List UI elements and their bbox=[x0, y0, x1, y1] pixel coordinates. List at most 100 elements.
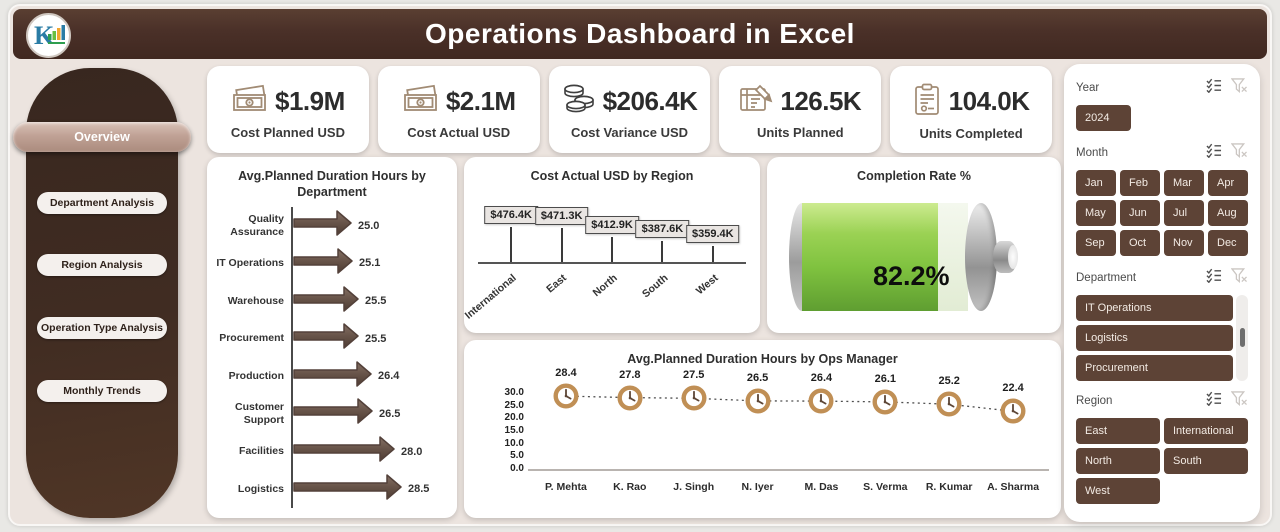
kpi-label: Cost Planned USD bbox=[230, 124, 345, 140]
arrow-bar bbox=[293, 210, 352, 241]
category-label: Procurement bbox=[219, 332, 284, 345]
battery-empty-level bbox=[938, 203, 968, 311]
region-column: $387.6K bbox=[635, 206, 690, 262]
clear-filter-icon[interactable] bbox=[1230, 268, 1248, 288]
lollipop-stick bbox=[560, 228, 563, 262]
category-label: A. Sharma bbox=[987, 481, 1040, 493]
kpi-label: Cost Variance USD bbox=[570, 125, 689, 140]
slicer-item-it-operations[interactable]: IT Operations bbox=[1076, 295, 1233, 321]
kpi-card-row: $1.9M Cost Planned USD $2.1M Cost Actual US… bbox=[207, 66, 1052, 153]
slicer-item-jun[interactable]: Jun bbox=[1120, 200, 1160, 226]
nav-button-region-analysis[interactable]: Region Analysis bbox=[37, 254, 167, 276]
slicer-item-oct[interactable]: Oct bbox=[1120, 230, 1160, 256]
lollipop-stick bbox=[711, 246, 714, 262]
dept-chart-row: Customer Support 26.5 bbox=[215, 395, 451, 433]
value-label-box: $476.4K bbox=[484, 206, 538, 224]
value-label-box: $387.6K bbox=[635, 220, 690, 238]
x-axis-line bbox=[528, 469, 1049, 471]
value-label: 25.0 bbox=[358, 219, 380, 232]
clear-filter-icon[interactable] bbox=[1230, 391, 1248, 411]
slicer-item-feb[interactable]: Feb bbox=[1120, 170, 1160, 196]
slicer-scrollbar[interactable] bbox=[1236, 295, 1248, 381]
dept-chart-row: Facilities 28.0 bbox=[215, 432, 451, 471]
slicer-item-2024[interactable]: 2024 bbox=[1076, 105, 1131, 131]
slicer-item-international[interactable]: International bbox=[1164, 418, 1248, 444]
slicer-title: Region bbox=[1076, 395, 1113, 407]
bar-zone: 25.1 bbox=[291, 244, 451, 283]
value-label: 26.4 bbox=[378, 370, 400, 383]
nav-button-department-analysis[interactable]: Department Analysis bbox=[37, 192, 167, 214]
value-label: 28.0 bbox=[401, 445, 423, 458]
slicer-item-north[interactable]: North bbox=[1076, 448, 1160, 474]
region-column: $359.4K bbox=[686, 206, 740, 262]
kpi-card: $2.1M Cost Actual USD bbox=[377, 66, 540, 153]
clear-filter-icon[interactable] bbox=[1230, 78, 1248, 98]
kpi-top-row: $1.9M bbox=[231, 84, 345, 120]
completion-rate-value: 82.2% bbox=[873, 261, 950, 291]
arrow-bar bbox=[293, 323, 359, 354]
lollipop-stick bbox=[611, 237, 614, 262]
slicer-item-may[interactable]: May bbox=[1076, 200, 1116, 226]
category-label: Facilities bbox=[239, 445, 284, 458]
clock-marker bbox=[936, 391, 962, 417]
ops-manager-chart-card: Avg.Planned Duration Hours by Ops Manage… bbox=[464, 340, 1061, 518]
value-label: 25.5 bbox=[365, 332, 387, 345]
kpi-card: 126.5K Units Planned bbox=[719, 66, 882, 153]
slicer-panel: Year 2024 Month Jan Feb Mar Apr May Jun Jul Aug Sep… bbox=[1064, 64, 1260, 522]
slicer-item-procurement[interactable]: Procurement bbox=[1076, 355, 1233, 381]
multiselect-icon[interactable] bbox=[1206, 78, 1222, 98]
nav-button-overview[interactable]: Overview bbox=[13, 122, 191, 152]
dashboard-root: K Operations Dashboard in Excel Overview… bbox=[8, 4, 1272, 526]
dept-chart-row: Quality Assurance 25.0 bbox=[215, 207, 451, 245]
slicer-item-nov[interactable]: Nov bbox=[1164, 230, 1204, 256]
slicer-item-east[interactable]: East bbox=[1076, 418, 1160, 444]
clock-marker bbox=[872, 389, 898, 415]
slicer-item-jul[interactable]: Jul bbox=[1164, 200, 1204, 226]
header-bar: K Operations Dashboard in Excel bbox=[13, 9, 1267, 59]
multiselect-icon[interactable] bbox=[1206, 143, 1222, 163]
category-label: R. Kumar bbox=[925, 481, 973, 493]
slicer-item-sep[interactable]: Sep bbox=[1076, 230, 1116, 256]
kpi-label: Units Completed bbox=[919, 125, 1023, 141]
value-label-box: $412.9K bbox=[585, 216, 639, 234]
y-tick-label: 25.0 bbox=[504, 399, 524, 411]
category-label: S. Verma bbox=[863, 481, 908, 493]
slicer-header-region: Region bbox=[1076, 391, 1248, 411]
slicer-item-apr[interactable]: Apr bbox=[1208, 170, 1248, 196]
kpi-value: 104.0K bbox=[948, 86, 1030, 116]
slicer-item-mar[interactable]: Mar bbox=[1164, 170, 1204, 196]
slicer-item-west[interactable]: West bbox=[1076, 478, 1160, 504]
multiselect-icon[interactable] bbox=[1206, 391, 1222, 411]
slicer-icon-group bbox=[1206, 391, 1248, 411]
coins-icon bbox=[562, 83, 596, 120]
slicer-item-south[interactable]: South bbox=[1164, 448, 1248, 474]
region-column: $471.3K bbox=[534, 206, 589, 262]
clock-marker bbox=[808, 388, 834, 414]
slicer-header-month: Month bbox=[1076, 143, 1248, 163]
nav-button-operation-type-analysis[interactable]: Operation Type Analysis bbox=[37, 317, 167, 339]
slicer-item-jan[interactable]: Jan bbox=[1076, 170, 1116, 196]
nav-button-monthly-trends[interactable]: Monthly Trends bbox=[37, 380, 167, 402]
category-label: Quality Assurance bbox=[230, 213, 284, 238]
slicer-item-logistics[interactable]: Logistics bbox=[1076, 325, 1233, 351]
clear-filter-icon[interactable] bbox=[1230, 143, 1248, 163]
value-label: 26.5 bbox=[379, 407, 401, 420]
multiselect-icon[interactable] bbox=[1206, 268, 1222, 288]
category-label: East bbox=[544, 272, 570, 296]
slicer-header-department: Department bbox=[1076, 268, 1248, 288]
slicer-item-aug[interactable]: Aug bbox=[1208, 200, 1248, 226]
bar-zone: 25.5 bbox=[291, 319, 451, 358]
ops-chart-plot: 28.4 27.8 27.5 26.5 26.4 26.1 25.2 22.4 bbox=[534, 367, 1045, 468]
y-tick-label: 20.0 bbox=[504, 412, 524, 424]
category-label: North bbox=[590, 272, 620, 300]
axis-label-slot: North bbox=[587, 267, 637, 323]
slicer-item-dec[interactable]: Dec bbox=[1208, 230, 1248, 256]
scrollbar-thumb[interactable] bbox=[1239, 328, 1245, 347]
slicer-item-grid: 2024 bbox=[1076, 105, 1248, 131]
dept-chart-row: Production 26.4 bbox=[215, 357, 451, 396]
region-column: $476.4K bbox=[484, 206, 538, 262]
y-tick-label: 0.0 bbox=[510, 463, 524, 474]
bar-zone: 25.5 bbox=[291, 282, 451, 320]
slicer-icon-group bbox=[1206, 143, 1248, 163]
arrow-bar bbox=[293, 436, 395, 467]
